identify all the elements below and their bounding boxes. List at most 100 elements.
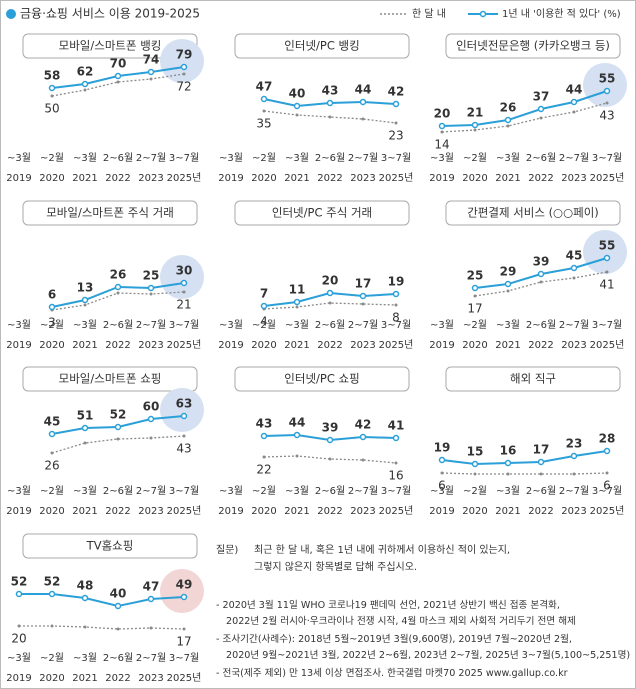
value-label: 52	[11, 575, 28, 589]
x-tick-label: ~3월	[430, 485, 454, 497]
x-tick-label: 2020	[39, 673, 64, 684]
value-label: 6	[603, 479, 611, 493]
panel-title-box	[445, 33, 621, 59]
value-label: 39	[322, 421, 339, 435]
value-label: 45	[566, 249, 583, 263]
x-tick-label: 2020	[39, 340, 64, 351]
highlight	[160, 388, 204, 432]
value-label: 39	[533, 255, 550, 269]
x-tick-label: ~3월	[73, 485, 97, 497]
month-point	[149, 77, 153, 81]
x-tick-label: 2022	[317, 340, 342, 351]
year-point	[570, 452, 578, 460]
x-tick-label: ~2월	[463, 485, 487, 497]
question-label: 질문)	[216, 544, 238, 556]
year-point	[147, 284, 155, 292]
year-point	[603, 447, 611, 455]
value-label: 58	[44, 69, 61, 83]
month-point	[539, 116, 543, 120]
x-tick-label: 2~6월	[526, 152, 556, 164]
value-label: 21	[467, 106, 484, 120]
x-tick-label: 2021	[284, 173, 309, 184]
year-point	[180, 63, 188, 71]
x-tick-label: 2019	[6, 506, 31, 517]
panel-title: 인터넷/PC 주식 거래	[272, 206, 372, 220]
month-point	[50, 94, 54, 98]
x-tick-label: 2022	[105, 340, 130, 351]
year-point	[326, 99, 334, 107]
year-line	[19, 593, 185, 608]
year-point	[81, 424, 89, 432]
panel: 모바일/스마트폰 뱅킹 ~3월 2019 ~2월 2020 ~3월 2021 2~6월 2022…	[6, 33, 204, 184]
year-point	[392, 290, 400, 298]
month-point	[262, 109, 266, 113]
year-point	[147, 68, 155, 76]
year-point	[260, 432, 268, 440]
value-label: 47	[143, 580, 160, 594]
month-point	[50, 624, 54, 628]
panel-title: 인터넷/PC 뱅킹	[284, 39, 359, 53]
value-label: 26	[110, 268, 127, 282]
panel: 인터넷전문은행 (카카오뱅크 등)~3월2019~2월2020~3월20212~…	[429, 33, 627, 184]
x-tick-label: 2019	[6, 173, 31, 184]
year-point	[438, 456, 446, 464]
value-label: 23	[388, 129, 403, 143]
x-tick-label: 2~6월	[103, 319, 133, 331]
x-tick-label: 3~7월	[592, 485, 622, 497]
x-tick-label: 2021	[495, 506, 520, 517]
value-label: 50	[44, 102, 59, 116]
month-point	[361, 302, 365, 306]
value-label: 4	[260, 315, 268, 329]
x-tick-label: 2025년	[379, 505, 414, 517]
value-label: 55	[599, 72, 616, 86]
panel-title-box	[234, 200, 410, 226]
month-point	[473, 472, 477, 476]
year-point	[180, 279, 188, 287]
x-tick-label: 2~7월	[348, 485, 378, 497]
x-tick-label: 2021	[284, 506, 309, 517]
panel: 인터넷/PC 주식 거래~3월2019~2월2020~3월20212~6월202…	[218, 200, 413, 351]
year-point	[392, 100, 400, 108]
x-tick-label: 3~7월	[592, 152, 622, 164]
value-label: 8	[392, 311, 400, 325]
month-point	[572, 276, 576, 280]
value-label: 17	[467, 302, 482, 316]
x-tick-label: 2019	[218, 506, 243, 517]
year-point	[293, 298, 301, 306]
year-point	[293, 102, 301, 110]
x-tick-label: 2~6월	[526, 319, 556, 331]
page-title: 금융·쇼핑 서비스 이용 2019-2025	[20, 7, 200, 21]
x-tick-label: 2025년	[590, 339, 625, 351]
value-label: 40	[110, 587, 127, 601]
month-point	[328, 301, 332, 305]
year-point	[359, 292, 367, 300]
value-label: 42	[355, 418, 372, 432]
x-tick-label: 2023	[561, 340, 586, 351]
value-label: 51	[77, 409, 94, 423]
year-point	[537, 270, 545, 278]
month-point	[50, 451, 54, 455]
value-label: 40	[289, 87, 306, 101]
x-tick-label: 2025년	[167, 339, 202, 351]
x-tick-label: 2~7월	[136, 652, 166, 664]
value-label: 41	[599, 278, 614, 292]
x-tick-label: 2~6월	[526, 485, 556, 497]
x-tick-label: 2022	[105, 173, 130, 184]
value-label: 7	[260, 287, 268, 301]
value-label: 43	[322, 84, 339, 98]
x-tick-label: 2022	[528, 340, 553, 351]
month-point	[149, 626, 153, 630]
x-tick-label: 2019	[429, 506, 454, 517]
value-label: 17	[533, 443, 550, 457]
x-tick-label: ~2월	[252, 319, 276, 331]
x-tick-label: 2020	[462, 506, 487, 517]
month-point	[295, 454, 299, 458]
year-point	[260, 95, 268, 103]
month-point	[116, 437, 120, 441]
year-point	[603, 87, 611, 95]
year-point	[471, 460, 479, 468]
month-point	[506, 124, 510, 128]
panel: 해외 직구~3월2019~2월2020~3월20212~6월20222~7월20…	[429, 366, 624, 517]
x-tick-label: 2~6월	[315, 152, 345, 164]
